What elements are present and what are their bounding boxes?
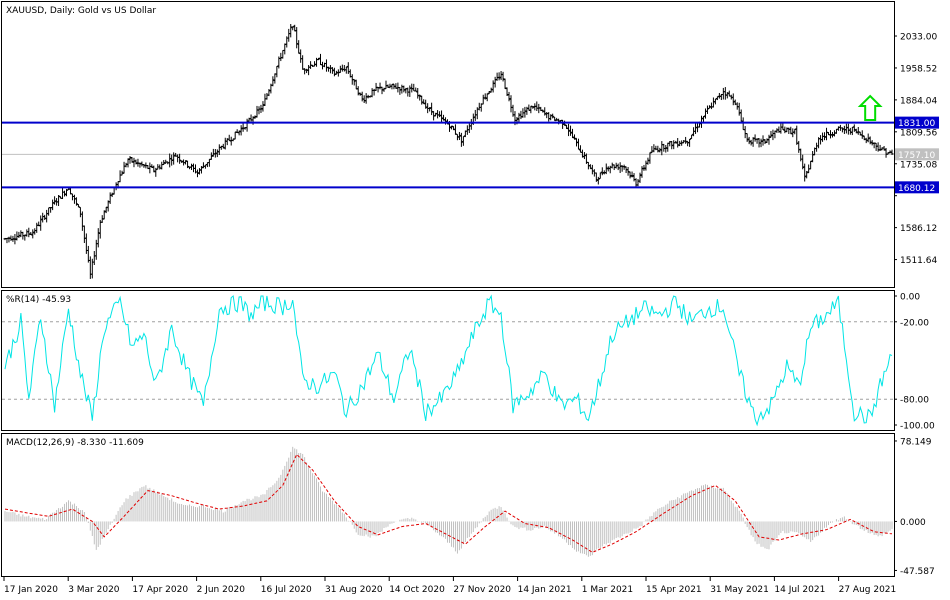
price-axis: 1831.00 1680.12 1757.10 2033.00 1958.52 1884.…	[894, 33, 939, 266]
macd-tick-label: 0.000	[900, 518, 926, 528]
time-tick-label: 14 Jul 2021	[774, 585, 825, 595]
time-tick-label: 17 Apr 2020	[132, 585, 188, 595]
macd-signal-line	[4, 453, 893, 553]
time-tick-label: 2 Jun 2020	[197, 585, 246, 595]
time-tick-label: 27 Nov 2020	[453, 585, 511, 595]
level-tag-text-0: 1831.00	[898, 119, 935, 129]
price-pane	[1, 1, 895, 288]
level-tag-1	[895, 181, 939, 194]
wpr-pane	[1, 290, 895, 431]
arrow-up-icon[interactable]	[857, 94, 883, 122]
macd-pane-title: MACD(12,26,9) -8.330 -11.609	[6, 438, 144, 448]
price-series	[2, 23, 894, 279]
macd-tick-label: -47.587	[900, 567, 935, 577]
time-tick-label: 27 Aug 2021	[839, 585, 897, 595]
time-tick-label: 17 Jan 2020	[4, 585, 58, 595]
wpr-pane-title: %R(14) -45.93	[6, 295, 71, 305]
price-tick-label: 1586.12	[900, 224, 937, 234]
time-tick-label: 16 Jul 2020	[261, 585, 312, 595]
level-tag-0	[895, 116, 939, 129]
macd-series	[4, 446, 893, 557]
time-tick-label: 31 Aug 2020	[325, 585, 383, 595]
price-tick-label: 1958.52	[900, 64, 937, 74]
price-tick-label: 1809.56	[900, 128, 937, 138]
price-tick-label: 1735.08	[900, 160, 937, 170]
macd-axis: 78.149 0.000 -47.587	[894, 437, 935, 577]
time-tick-label: 3 Mar 2020	[68, 585, 120, 595]
wpr-line	[4, 294, 893, 427]
wpr-tick-label: -100.00	[900, 422, 935, 432]
current-price-text: 1757.10	[898, 151, 935, 161]
time-tick-label: 15 Apr 2021	[646, 585, 702, 595]
price-tick-label: 1511.64	[900, 256, 937, 266]
price-tick-label: 2033.00	[900, 33, 937, 43]
time-tick-label: 14 Oct 2020	[389, 585, 445, 595]
wpr-tick-label: -80.00	[900, 396, 929, 406]
time-axis: 17 Jan 2020 3 Mar 2020 17 Apr 2020 2 Jun 20…	[3, 577, 897, 595]
price-pane-title: XAUUSD, Daily: Gold vs US Dollar	[6, 6, 156, 16]
time-tick-label: 14 Jan 2021	[518, 585, 572, 595]
time-tick-label: 1 Mar 2021	[582, 585, 633, 595]
wpr-tick-label: -20.00	[900, 318, 929, 328]
price-tick-label: 1884.04	[900, 96, 937, 106]
macd-tick-label: 78.149	[900, 437, 932, 447]
level-tag-text-1: 1680.12	[898, 184, 935, 194]
wpr-tick-label: 0.00	[900, 293, 920, 303]
macd-pane	[1, 433, 895, 577]
current-price-tag	[895, 148, 939, 161]
time-tick-label: 31 May 2021	[710, 585, 769, 595]
wpr-series	[2, 294, 894, 427]
wpr-axis: 0.00 -20.00 -80.00 -100.00	[894, 293, 935, 432]
